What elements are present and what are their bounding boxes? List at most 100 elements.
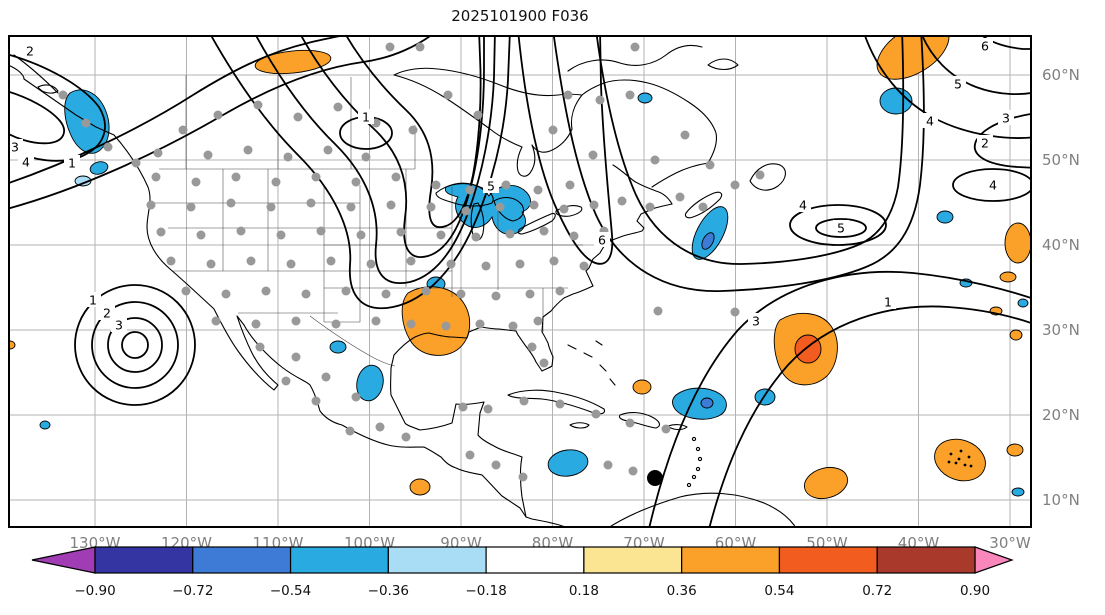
station-dot [625,90,635,100]
grid-lines [8,35,1032,528]
station-dot [539,226,549,236]
colorbar-tick-label: −0.72 [172,583,213,599]
station-dot [255,342,265,352]
station-dot [555,286,565,296]
colorbar-tick-label: 0.90 [960,583,990,599]
station-dot [293,112,303,122]
station-dot [533,185,543,195]
station-dot [461,206,471,216]
station-dot [603,460,613,470]
station-dot [243,145,253,155]
station-dot [326,256,336,266]
station-dot [446,259,456,269]
station-dot [203,150,213,160]
station-dot [533,316,543,326]
station-dot [483,404,493,414]
contour-label-box [985,177,1001,192]
station-dot [465,450,475,460]
contour-label-box [998,110,1014,125]
contour-label: 3 [1002,111,1010,126]
anomaly-region-orange [934,438,986,482]
station-dot [196,230,206,240]
contour-label: 3 [11,140,19,155]
station-dot [351,392,361,402]
station-dot [519,396,529,406]
anomaly-region-cyan [547,449,589,477]
station-dot [131,158,141,168]
station-dot [591,409,601,419]
anomaly-region-cyan [356,364,384,402]
latitude-tick-label: 60°N [1042,66,1080,84]
anomaly-region-blue [701,232,715,250]
latitude-tick-label: 50°N [1042,151,1080,169]
contour-label-box [18,154,34,169]
station-dot [650,155,660,165]
stipple-dot [967,455,971,459]
station-dot [316,226,326,236]
contour-label-box [594,232,610,247]
colorbar-segment [192,546,292,574]
station-dot [505,229,515,239]
station-dot [311,396,321,406]
chart-title: 2025101900 F036 [451,7,589,25]
station-dot [396,227,406,237]
station-dot [266,202,276,212]
longitude-tick-label: 30°W [989,534,1031,552]
contour-lines [8,35,1032,528]
colorbar-tick-label: −0.54 [270,583,311,599]
contour-label-box [950,76,966,91]
contour-label-box [748,313,764,328]
station-dot [151,172,161,182]
contour-label-box [111,317,127,332]
contour-label-box [22,43,38,58]
station-dot [465,185,475,195]
anomaly-region-orange [1004,222,1032,264]
station-dot [456,289,466,299]
stipple-dot [959,449,963,453]
colorbar-arrow-right [974,546,1014,574]
station-dot [473,110,483,120]
anomaly-region-orange [1009,329,1023,341]
contour-label: 1 [362,110,370,125]
station-dot [617,196,627,206]
station-dot [153,148,163,158]
colorbar-segment [485,546,585,574]
station-dot [475,319,485,329]
station-dot [211,316,221,326]
station-dot [166,256,176,266]
stipple-dot [963,463,967,467]
station-dot [58,90,68,100]
station-dot [755,170,765,180]
station-dot [431,180,441,190]
anomaly-region-cyan [1011,487,1025,497]
stipple-dot [969,464,973,468]
station-dot [391,172,401,182]
station-dot [436,230,446,240]
contour-label: 6 [981,39,989,54]
station-dot [236,226,246,236]
station-dot [301,289,311,299]
station-dot [415,42,425,52]
station-dot [381,289,391,299]
shaded-anomaly-regions [8,35,1032,500]
station-dot [366,259,376,269]
colorbar-segment [583,546,683,574]
colorbar-tick-label: −0.90 [74,583,115,599]
station-dot [588,150,598,160]
station-dot [625,418,635,428]
stipple-dot [957,457,961,461]
station-dot [271,177,281,187]
station-dot [206,259,216,269]
station-dot [341,286,351,296]
station-dot [401,432,411,442]
contour-label-box [880,294,896,309]
anomaly-region-orange [409,478,431,496]
station-dot [645,202,655,212]
station-dot [371,316,381,326]
latitude-tick-label: 30°N [1042,321,1080,339]
colorbar-arrow-left [31,546,96,574]
colorbar: −0.90 −0.72 −0.54 −0.36 −0.18 0.18 0.36 0.54 0.7… [0,543,1105,615]
stipple-dot [954,461,958,465]
